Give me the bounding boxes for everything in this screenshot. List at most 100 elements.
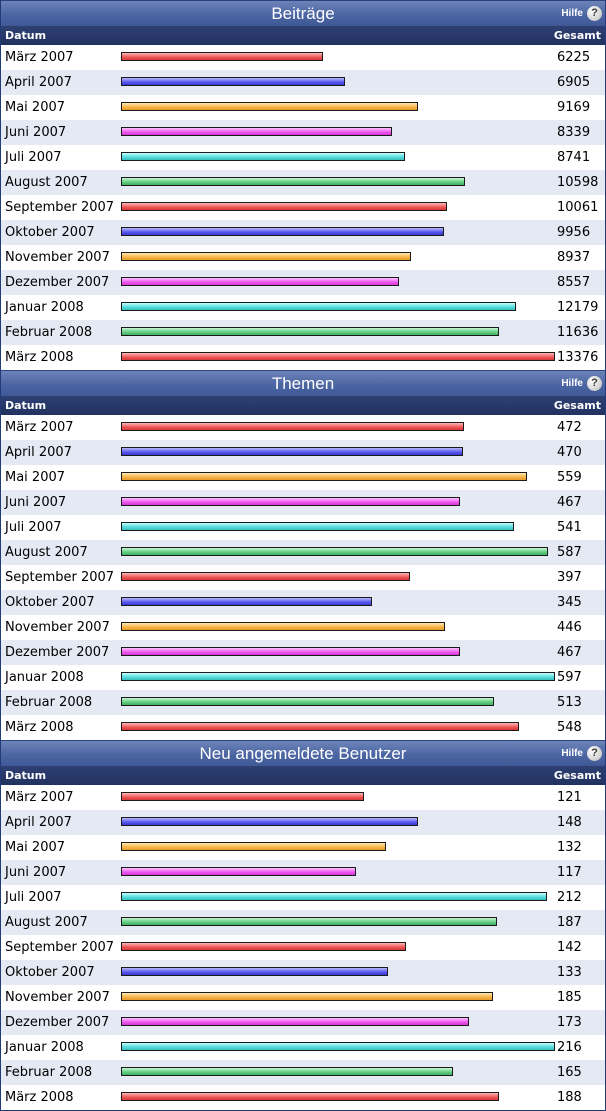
row-total: 548 [557, 720, 582, 735]
row-date: Oktober 2007 [5, 965, 95, 980]
bar-track [121, 177, 555, 186]
row-date: Juni 2007 [5, 865, 67, 880]
column-header-total: Gesamt [553, 399, 601, 412]
help-icon[interactable]: ? [587, 376, 602, 391]
value-bar [121, 422, 464, 431]
row-total: 513 [557, 695, 582, 710]
row-date: Oktober 2007 [5, 225, 95, 240]
row-total: 10061 [557, 200, 599, 215]
help-label[interactable]: Hilfe [561, 378, 583, 389]
stat-row: Dezember 2007 467 [1, 640, 605, 665]
stat-row: November 2007 446 [1, 615, 605, 640]
new-users-panel: Neu angemeldete Benutzer Hilfe ? Datum G… [0, 740, 606, 1111]
row-date: März 2007 [5, 790, 74, 805]
bar-track [121, 447, 555, 456]
stat-row: Oktober 2007 9956 [1, 220, 605, 245]
value-bar [121, 1067, 453, 1076]
row-date: Juli 2007 [5, 890, 62, 905]
row-date: März 2008 [5, 350, 74, 365]
stat-row: Januar 2008 216 [1, 1035, 605, 1060]
stat-row: März 2008 188 [1, 1085, 605, 1110]
panel-title-text: Neu angemeldete Benutzer [199, 744, 407, 763]
bar-track [121, 277, 555, 286]
row-total: 117 [557, 865, 582, 880]
bar-track [121, 127, 555, 136]
stat-row: Juni 2007 8339 [1, 120, 605, 145]
row-total: 188 [557, 1090, 582, 1105]
row-date: Februar 2008 [5, 325, 93, 340]
bar-track [121, 672, 555, 681]
row-date: Januar 2008 [5, 300, 84, 315]
value-bar [121, 327, 499, 336]
help-button[interactable]: Hilfe ? [561, 5, 602, 22]
bar-track [121, 817, 555, 826]
row-date: Februar 2008 [5, 695, 93, 710]
stat-row: September 2007 142 [1, 935, 605, 960]
bar-track [121, 697, 555, 706]
row-total: 10598 [557, 175, 599, 190]
row-total: 467 [557, 495, 582, 510]
row-total: 148 [557, 815, 582, 830]
help-button[interactable]: Hilfe ? [561, 745, 602, 762]
stat-row: Januar 2008 597 [1, 665, 605, 690]
value-bar [121, 722, 519, 731]
row-total: 165 [557, 1065, 582, 1080]
row-date: April 2007 [5, 815, 72, 830]
value-bar [121, 77, 345, 86]
bar-track [121, 52, 555, 61]
bar-track [121, 327, 555, 336]
value-bar [121, 202, 447, 211]
help-button[interactable]: Hilfe ? [561, 375, 602, 392]
stat-row: März 2008 548 [1, 715, 605, 740]
row-total: 470 [557, 445, 582, 460]
row-date: Juli 2007 [5, 150, 62, 165]
stat-rows: März 2007 6225 April 2007 6905 Mai 2007 9169 J… [1, 45, 605, 370]
row-total: 467 [557, 645, 582, 660]
stat-row: August 2007 187 [1, 910, 605, 935]
stat-row: Mai 2007 132 [1, 835, 605, 860]
row-date: März 2007 [5, 50, 74, 65]
bar-track [121, 202, 555, 211]
help-icon[interactable]: ? [587, 746, 602, 761]
row-total: 559 [557, 470, 582, 485]
value-bar [121, 892, 547, 901]
row-total: 9169 [557, 100, 591, 115]
value-bar [121, 1092, 499, 1101]
row-total: 216 [557, 1040, 582, 1055]
help-label[interactable]: Hilfe [561, 748, 583, 759]
stat-row: August 2007 587 [1, 540, 605, 565]
stat-row: Oktober 2007 345 [1, 590, 605, 615]
stat-row: Februar 2008 513 [1, 690, 605, 715]
row-date: September 2007 [5, 570, 115, 585]
value-bar [121, 127, 392, 136]
bar-track [121, 77, 555, 86]
row-total: 8557 [557, 275, 591, 290]
row-date: März 2008 [5, 720, 74, 735]
help-icon[interactable]: ? [587, 6, 602, 21]
value-bar [121, 572, 410, 581]
row-total: 541 [557, 520, 582, 535]
panel-title-text: Themen [271, 374, 335, 393]
value-bar [121, 647, 460, 656]
bar-track [121, 942, 555, 951]
value-bar [121, 472, 527, 481]
value-bar [121, 227, 444, 236]
bar-track [121, 917, 555, 926]
stat-row: Juni 2007 467 [1, 490, 605, 515]
stat-row: März 2007 6225 [1, 45, 605, 70]
stat-row: Juli 2007 212 [1, 885, 605, 910]
help-label[interactable]: Hilfe [561, 8, 583, 19]
row-total: 8339 [557, 125, 591, 140]
bar-track [121, 102, 555, 111]
value-bar [121, 302, 516, 311]
value-bar [121, 497, 460, 506]
stat-row: August 2007 10598 [1, 170, 605, 195]
value-bar [121, 252, 411, 261]
row-total: 446 [557, 620, 582, 635]
value-bar [121, 842, 386, 851]
bar-track [121, 572, 555, 581]
bar-track [121, 622, 555, 631]
row-date: April 2007 [5, 445, 72, 460]
row-date: Mai 2007 [5, 100, 66, 115]
row-total: 472 [557, 420, 582, 435]
